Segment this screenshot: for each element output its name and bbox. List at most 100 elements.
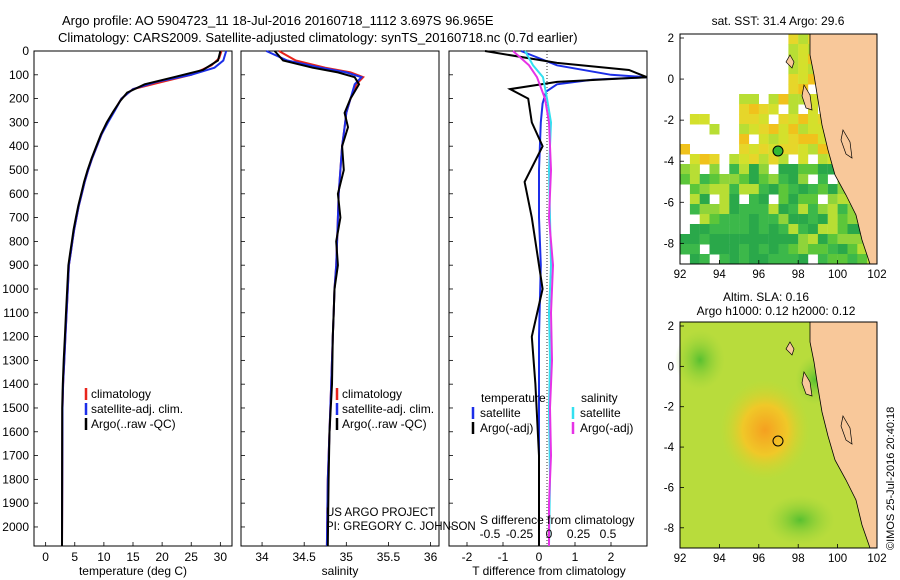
project-credit: US ARGO PROJECT	[326, 507, 435, 519]
sst-cell	[758, 124, 769, 135]
depth-tick-label: 1900	[2, 496, 29, 510]
sst-cell	[729, 174, 740, 185]
depth-tick-label: 1400	[2, 377, 29, 391]
sst-cell	[758, 104, 769, 115]
sst-cell	[768, 184, 779, 195]
sst-cell	[798, 164, 809, 175]
x-tick-label: 35	[340, 550, 354, 564]
sst-cell	[847, 204, 858, 215]
sst-cell	[709, 224, 720, 235]
sst-cell	[827, 234, 838, 245]
sst-island-mentawai	[840, 129, 853, 159]
sst-cell	[778, 234, 789, 245]
sst-cell	[699, 254, 710, 265]
sst-cell	[837, 214, 848, 225]
temperature-xlabel: temperature (deg C)	[79, 564, 187, 578]
sst-cell	[808, 194, 818, 205]
x-tick-label: 25	[185, 550, 199, 564]
sst-cell	[788, 34, 799, 45]
sst-cell	[758, 224, 769, 235]
sst-cell	[778, 94, 789, 105]
header-line2: Climatology: CARS2009. Satellite-adjuste…	[58, 30, 578, 45]
sst-cell	[758, 114, 769, 125]
sst-cell	[778, 244, 789, 255]
depth-tick-label: 1100	[3, 306, 29, 320]
series-line-2	[61, 50, 222, 547]
sst-cell	[680, 164, 690, 175]
sst-cell	[798, 64, 809, 75]
sst-cell	[798, 114, 809, 125]
sla-map: Altim. SLA: 0.16 Argo h1000: 0.12 h2000:…	[664, 290, 887, 565]
sst-cell	[827, 194, 838, 205]
sst-cell	[699, 224, 710, 235]
sst-cell	[837, 204, 848, 215]
x-tick-label: 10	[97, 550, 111, 564]
series-line-1	[484, 50, 648, 546]
sst-cell	[709, 244, 720, 255]
depth-tick-label: 1200	[2, 330, 29, 344]
sla-island-mentawai	[840, 415, 853, 445]
sst-cell	[817, 134, 828, 145]
sst-cell	[788, 74, 799, 85]
legend-label: salinity	[581, 391, 618, 405]
sst-cell	[798, 184, 809, 195]
sst-cell	[827, 164, 838, 175]
map-x-tick-label: 102	[867, 269, 886, 281]
depth-tick-label: 0	[22, 44, 29, 58]
sla-island-north	[785, 341, 795, 356]
x-tick-label: -1	[498, 550, 509, 564]
series-line-3	[512, 50, 555, 546]
sst-cell	[758, 254, 769, 265]
sst-cell	[709, 184, 720, 195]
sst-cell	[778, 114, 789, 125]
sst-cell	[778, 164, 789, 175]
sst-cell	[788, 164, 799, 175]
sst-cell	[788, 134, 799, 145]
sst-cell	[778, 124, 789, 135]
s-tick-label: 0	[546, 527, 553, 541]
salinity-panel: 34 34.5 35 35.5 36 salinity climatologysatel…	[240, 50, 476, 578]
sst-cell	[768, 214, 779, 225]
sst-cell	[729, 204, 740, 215]
sst-cell	[788, 144, 799, 155]
sst-cell	[739, 104, 750, 115]
sst-cell	[817, 214, 828, 225]
sst-cell	[768, 234, 779, 245]
sst-cell	[739, 184, 750, 195]
sst-cell	[758, 164, 769, 175]
sst-cell	[719, 234, 730, 245]
series-line-2	[273, 50, 361, 547]
map-x-tick-label: 96	[752, 269, 765, 281]
x-tick-label: 15	[126, 550, 140, 564]
sst-cell	[739, 174, 750, 185]
map-y-tick-label: 2	[668, 321, 674, 333]
sst-cell	[788, 114, 799, 125]
pi-credit: PI: GREGORY C. JOHNSON	[326, 521, 476, 533]
sst-cell	[768, 244, 779, 255]
legend-label: satellite	[580, 406, 621, 420]
x-tick-label: 36	[424, 550, 438, 564]
sst-cell	[749, 244, 759, 255]
sst-cell	[798, 234, 809, 245]
map-y-tick-label: 0	[668, 74, 674, 86]
sst-cell	[817, 204, 828, 215]
imos-stamp: ©IMOS 25-Jul-2016 20:40:18	[885, 407, 897, 550]
sst-cell	[798, 34, 809, 45]
sst-cell	[817, 254, 828, 265]
sst-cell	[798, 254, 809, 265]
x-tick-label: 2	[608, 550, 615, 564]
sst-cell	[788, 54, 799, 65]
sla-argo-marker	[772, 435, 784, 447]
sst-cell	[808, 244, 818, 255]
sst-cell	[788, 44, 799, 55]
sst-cell	[847, 214, 858, 225]
sst-cell	[788, 94, 799, 105]
sst-cell	[827, 184, 838, 195]
sla-map-title1: Altim. SLA: 0.16	[723, 290, 809, 304]
legend-label: Argo(-adj)	[580, 421, 633, 435]
sst-cell	[739, 224, 750, 235]
sst-cell	[847, 244, 858, 255]
x-tick-label: 1	[572, 550, 579, 564]
s-tick-label: 0.5	[600, 527, 617, 541]
